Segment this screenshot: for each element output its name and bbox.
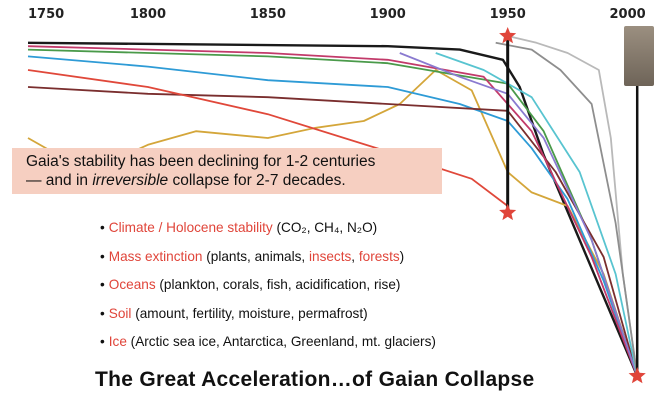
callout-line-2-end: collapse for 2-7 decades. — [168, 172, 346, 189]
star-marker — [628, 367, 646, 384]
bullet-label: Mass extinction — [108, 248, 203, 264]
bullet-label: Climate / Holocene stability — [108, 220, 273, 235]
series-line — [27, 86, 639, 377]
series-line — [27, 41, 639, 377]
x-tick-label: 1800 — [130, 7, 166, 22]
bullet-label: Ice — [108, 334, 127, 349]
series-line — [435, 52, 639, 377]
bullet-dot: • — [100, 248, 105, 264]
bullet-label: Soil — [108, 305, 132, 321]
bullet-highlight-forests: forests — [358, 248, 400, 264]
bullet-detail-end: ) — [399, 248, 405, 264]
x-tick-label: 1750 — [28, 7, 64, 22]
bullet-ice: • Ice (Arctic sea ice, Antarctica, Greenl… — [100, 331, 436, 360]
callout-line-1: Gaia's stability has been declining for … — [26, 153, 376, 170]
bullet-detail: (CO₂, CH₄, N₂O) — [272, 220, 378, 235]
series-line — [27, 55, 639, 377]
bullet-extinction: • Mass extinction (plants, animals, insec… — [100, 246, 436, 275]
x-tick-label: 1950 — [490, 7, 526, 22]
bullet-dot: • — [100, 305, 105, 321]
callout-line-2-start: — and in — [26, 172, 93, 189]
presenter-video-thumbnail — [624, 26, 654, 86]
annotation-callout: Gaia's stability has been declining for … — [12, 148, 442, 194]
star-markers — [499, 27, 646, 384]
bullet-dot: • — [100, 334, 105, 349]
bullet-climate: • Climate / Holocene stability (CO₂, CH₄,… — [100, 217, 436, 246]
bullet-oceans: • Oceans (plankton, corals, fish, acidifi… — [100, 274, 436, 303]
x-tick-label: 1900 — [370, 7, 406, 22]
bullet-dot: • — [100, 220, 105, 235]
star-marker — [499, 27, 517, 44]
series-line — [495, 41, 639, 377]
bullet-detail: (plankton, corals, fish, acidification, … — [155, 277, 401, 292]
bullet-detail: (amount, fertility, moisture, permafrost… — [131, 305, 368, 321]
bullet-list: • Climate / Holocene stability (CO₂, CH₄,… — [100, 217, 436, 360]
star-marker — [499, 203, 517, 221]
bullet-soil: • Soil (amount, fertility, moisture, perm… — [100, 303, 436, 332]
bullet-highlight-insects: insects — [308, 248, 352, 264]
bullet-detail-sep: , — [351, 248, 359, 264]
callout-line-2: — and in irreversible collapse for 2-7 d… — [26, 171, 442, 190]
slide-title: The Great Acceleration…of Gaian Collapse — [95, 368, 535, 391]
x-axis-ticks: 1750 1800 1850 1900 1950 2000 — [28, 7, 646, 22]
series-line — [27, 45, 639, 377]
callout-emphasis: irreversible — [92, 172, 169, 189]
series-line — [399, 52, 639, 377]
bullet-dot: • — [100, 277, 105, 292]
series-line — [27, 69, 509, 207]
x-tick-label: 2000 — [610, 7, 646, 22]
bullet-detail: (plants, animals, — [202, 248, 309, 264]
bullet-detail: (Arctic sea ice, Antarctica, Greenland, … — [126, 334, 436, 349]
x-tick-label: 1850 — [250, 7, 286, 22]
bullet-label: Oceans — [108, 277, 156, 292]
